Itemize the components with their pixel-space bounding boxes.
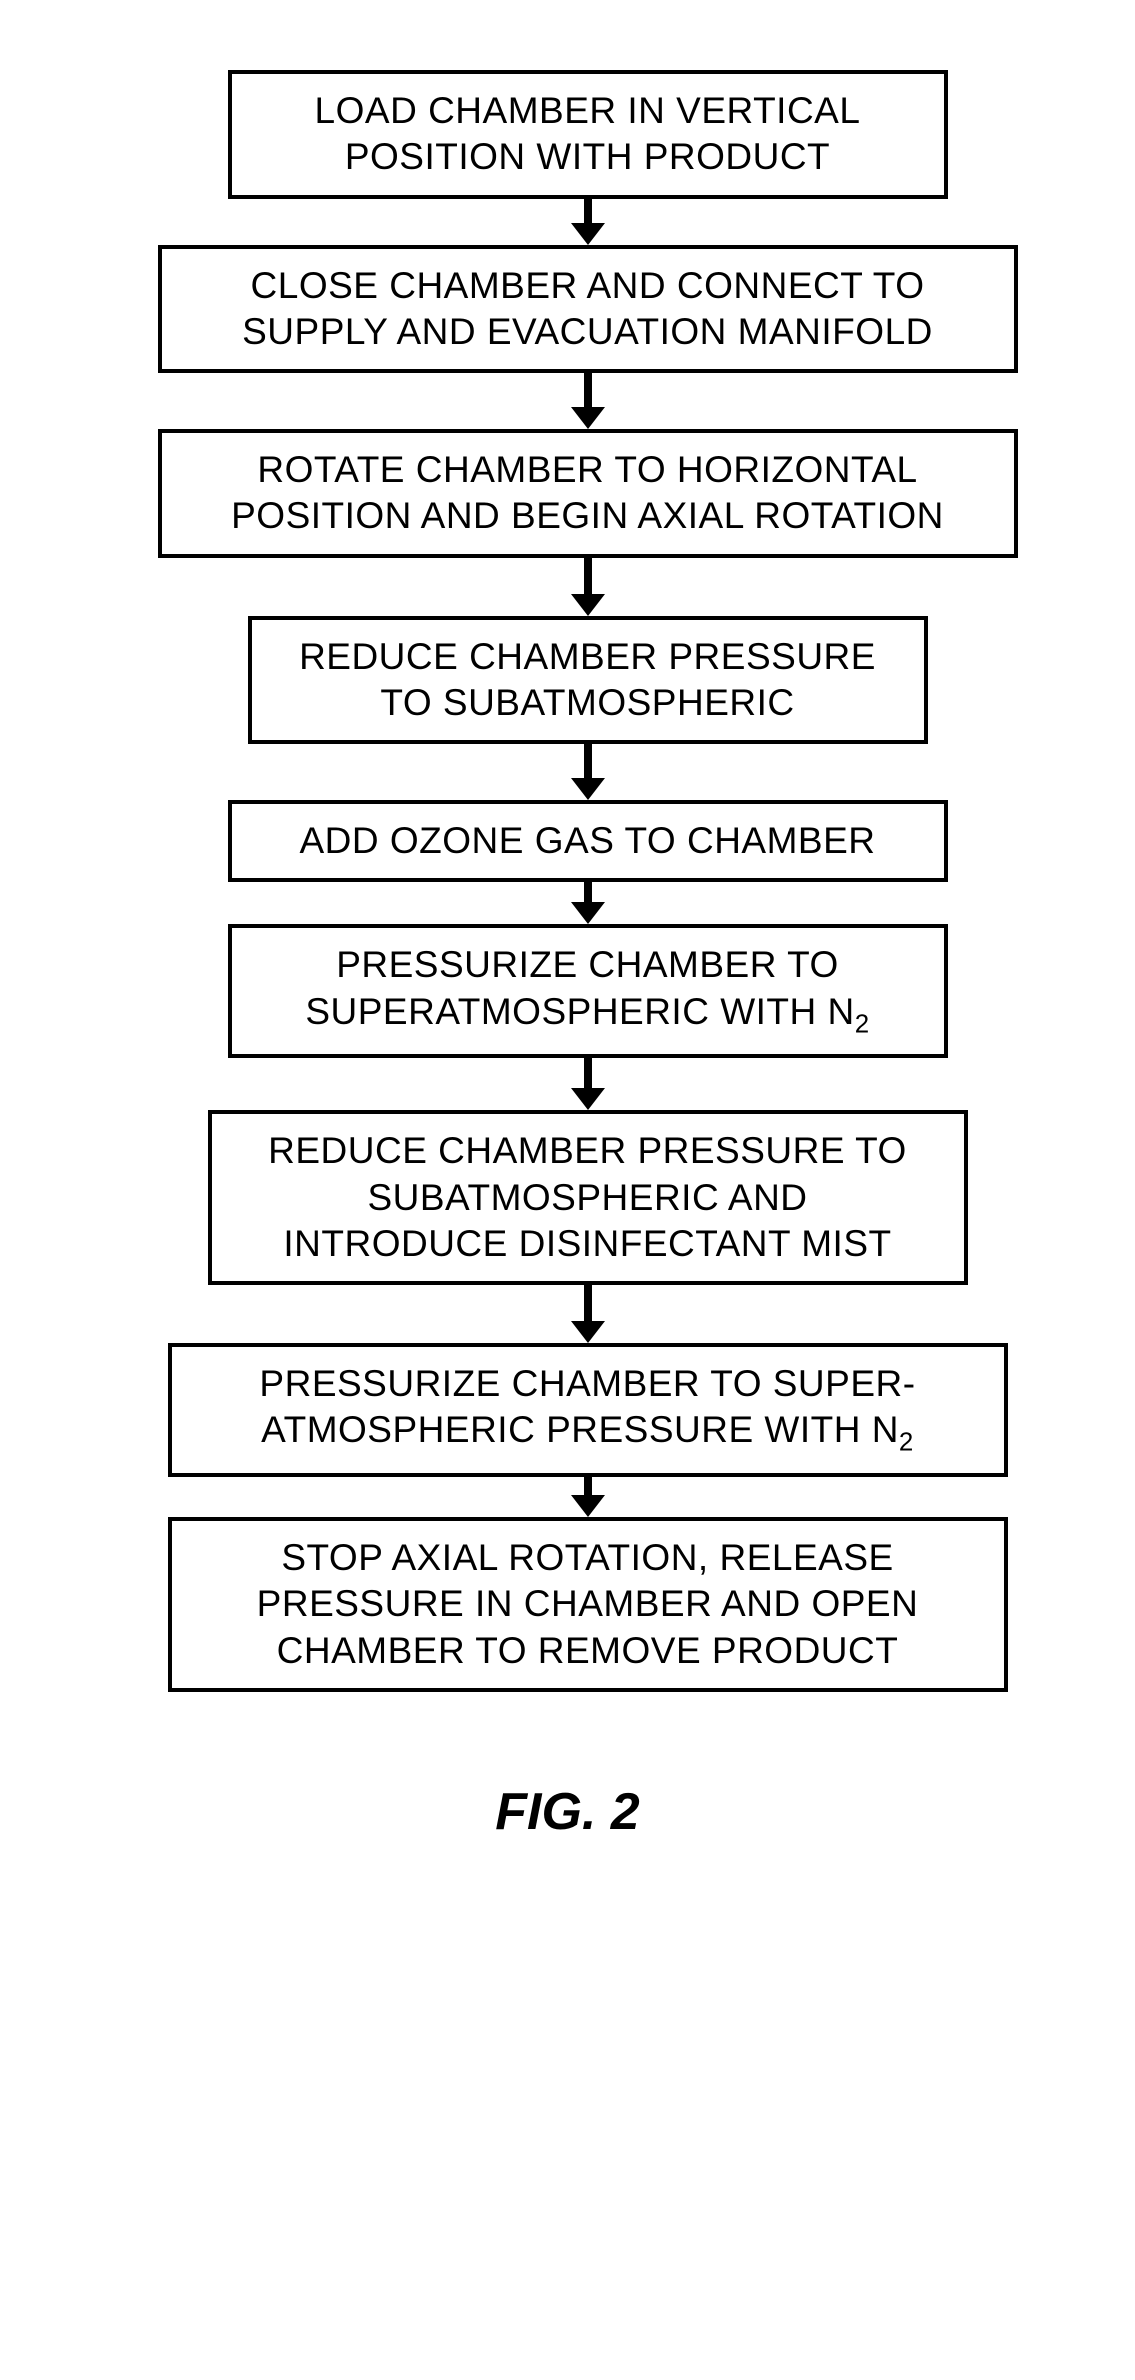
arrow-head	[571, 223, 605, 245]
arrow-shaft	[584, 558, 592, 594]
arrow-head	[571, 1088, 605, 1110]
arrow-down-icon	[571, 882, 605, 924]
arrow-down-icon	[571, 199, 605, 245]
figure-label: FIG. 2	[495, 1782, 639, 1842]
step-reduce-1: REDUCE CHAMBER PRESSURETO SUBATMOSPHERIC	[248, 616, 928, 745]
arrow-shaft	[584, 1477, 592, 1495]
arrow-head	[571, 594, 605, 616]
step-reduce-2: REDUCE CHAMBER PRESSURE TOSUBATMOSPHERIC…	[208, 1110, 968, 1285]
arrow-down-icon	[571, 1058, 605, 1110]
step-stop: STOP AXIAL ROTATION, RELEASEPRESSURE IN …	[168, 1517, 1008, 1692]
arrow-shaft	[584, 199, 592, 223]
step-ozone: ADD OZONE GAS TO CHAMBER	[228, 800, 948, 882]
arrow-shaft	[584, 373, 592, 407]
arrow-down-icon	[571, 1477, 605, 1517]
arrow-shaft	[584, 1285, 592, 1321]
step-load: LOAD CHAMBER IN VERTICALPOSITION WITH PR…	[228, 70, 948, 199]
arrow-shaft	[584, 744, 592, 778]
step-rotate: ROTATE CHAMBER TO HORIZONTALPOSITION AND…	[158, 429, 1018, 558]
arrow-shaft	[584, 882, 592, 902]
arrow-down-icon	[571, 1285, 605, 1343]
arrow-down-icon	[571, 373, 605, 429]
arrow-head	[571, 407, 605, 429]
arrow-head	[571, 1495, 605, 1517]
step-pressurize-1: PRESSURIZE CHAMBER TOSUPERATMOSPHERIC WI…	[228, 924, 948, 1058]
page: LOAD CHAMBER IN VERTICALPOSITION WITH PR…	[0, 0, 1135, 1882]
arrow-head	[571, 778, 605, 800]
arrow-down-icon	[571, 744, 605, 800]
arrow-head	[571, 902, 605, 924]
step-close: CLOSE CHAMBER AND CONNECT TOSUPPLY AND E…	[158, 245, 1018, 374]
arrow-head	[571, 1321, 605, 1343]
arrow-down-icon	[571, 558, 605, 616]
step-pressurize-2: PRESSURIZE CHAMBER TO SUPER-ATMOSPHERIC …	[168, 1343, 1008, 1477]
flowchart: LOAD CHAMBER IN VERTICALPOSITION WITH PR…	[158, 70, 1018, 1692]
arrow-shaft	[584, 1058, 592, 1088]
